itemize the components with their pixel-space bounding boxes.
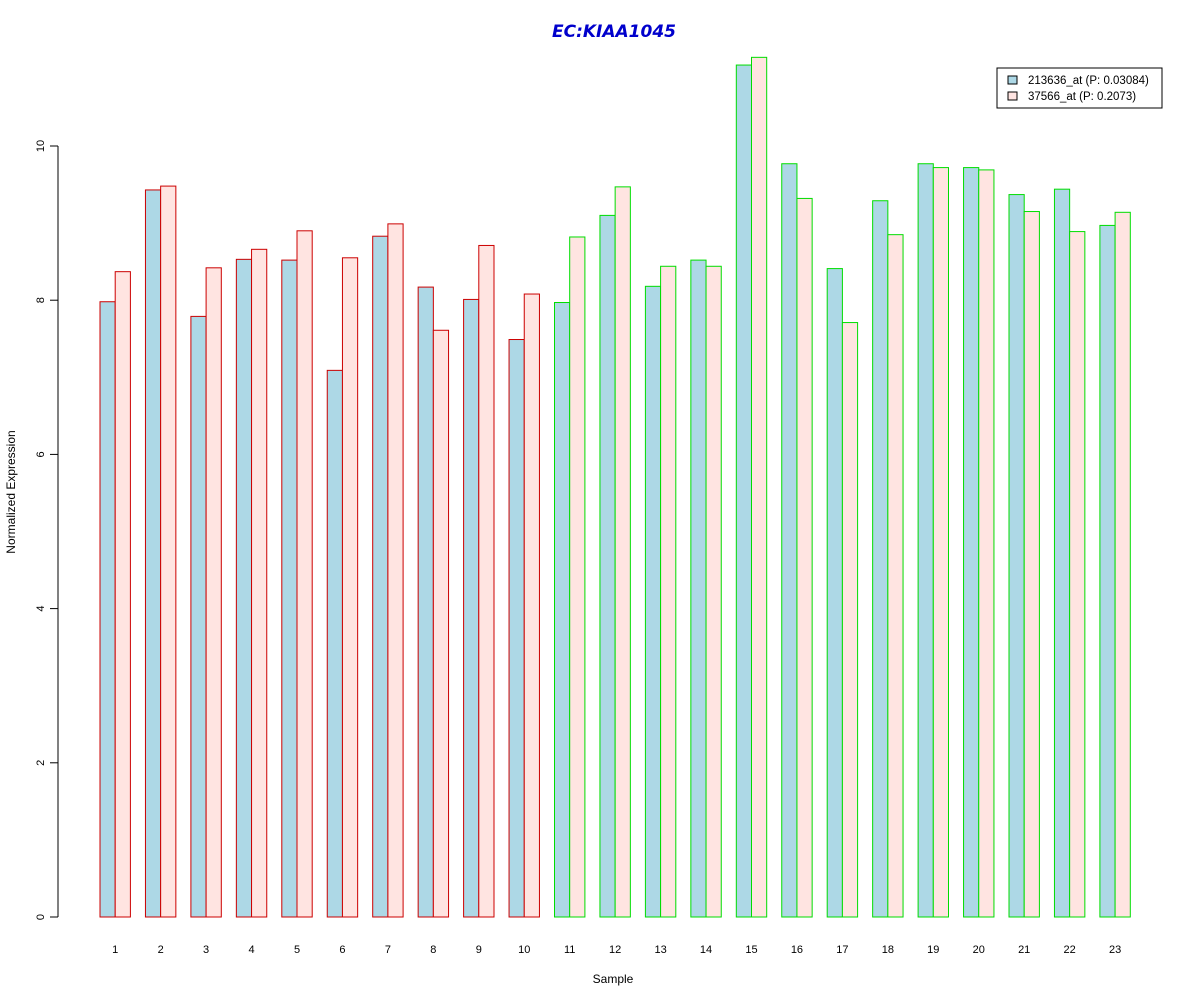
x-tick-label: 21: [1018, 944, 1030, 956]
bar: [1023, 211, 1040, 918]
bar: [144, 189, 162, 918]
y-tick-label: 4: [35, 606, 47, 612]
bar: [432, 329, 450, 918]
x-tick-label: 4: [248, 944, 254, 956]
x-tick-label: 3: [203, 944, 209, 956]
x-tick-label: 11: [564, 944, 575, 956]
y-tick-label: 2: [35, 760, 47, 766]
bar: [599, 214, 616, 918]
x-tick-label: 22: [1064, 944, 1076, 956]
bar: [614, 186, 631, 918]
bar: [478, 244, 495, 918]
bar: [1008, 194, 1025, 918]
bar: [1099, 224, 1116, 918]
legend-entry: 37566_at (P: 0.2073): [1028, 91, 1136, 103]
bar: [463, 298, 480, 918]
x-tick-label: 2: [158, 944, 164, 956]
x-tick-label: 8: [430, 944, 436, 956]
y-axis: 0 2 4 6 8 10: [35, 140, 59, 920]
bar: [796, 197, 813, 918]
bar: [508, 339, 525, 918]
y-tick-label: 10: [35, 140, 47, 152]
x-tick-label: 12: [609, 944, 621, 956]
bar: [99, 301, 116, 918]
x-tick-labels: 1 2 3 4 5 6 7 8 9 10 11 12 13 14 15 16 17 18 19 20 21 22 23: [112, 944, 1121, 956]
x-tick-label: 13: [654, 944, 666, 956]
bar: [1114, 211, 1131, 918]
bar: [917, 163, 934, 918]
x-tick-label: 19: [927, 944, 939, 956]
bar: [387, 223, 404, 918]
y-tick-label: 6: [35, 451, 47, 457]
bar: [872, 200, 889, 918]
bar: [1069, 231, 1086, 918]
bar: [781, 163, 798, 918]
x-tick-label: 23: [1109, 944, 1121, 956]
bar: [554, 302, 571, 918]
x-tick-label: 9: [476, 944, 482, 956]
legend-swatch: [1007, 91, 1018, 101]
legend-swatch: [1007, 75, 1018, 85]
bar: [644, 285, 662, 918]
bar: [841, 322, 859, 918]
bar: [735, 64, 752, 918]
bar: [281, 259, 298, 918]
bar: [932, 167, 949, 918]
bar: [660, 265, 677, 918]
bar: [523, 293, 540, 918]
bar: [190, 315, 207, 918]
bar: [569, 236, 586, 918]
bar: [826, 268, 843, 918]
y-tick-label: 0: [35, 914, 47, 920]
x-tick-label: 17: [836, 944, 848, 956]
bar: [963, 167, 980, 918]
legend-box: [996, 67, 1163, 109]
x-tick-label: 18: [882, 944, 894, 956]
bar: [160, 185, 177, 918]
bar: [690, 259, 707, 918]
bar: [296, 230, 313, 918]
bar: [114, 271, 131, 918]
bar: [751, 56, 768, 918]
x-tick-label: 6: [339, 944, 345, 956]
y-axis-label: Normalized Expression: [4, 430, 18, 553]
bar: [1053, 188, 1071, 918]
bar: [978, 169, 995, 918]
bars: [99, 56, 1131, 918]
legend-entry: 213636_at (P: 0.03084): [1028, 75, 1149, 87]
bar: [372, 235, 389, 918]
x-tick-label: 16: [791, 944, 803, 956]
x-tick-label: 10: [518, 944, 530, 956]
y-tick-label: 8: [35, 297, 47, 303]
chart-title: EC:KIAA1045: [552, 22, 676, 42]
bar: [251, 248, 268, 918]
x-tick-label: 7: [385, 944, 391, 956]
bar: [341, 257, 359, 918]
x-axis-label: Sample: [593, 972, 634, 986]
bar: [417, 286, 434, 918]
legend: 213636_at (P: 0.03084) 37566_at (P: 0.207…: [996, 67, 1163, 109]
bar: [235, 258, 253, 918]
x-tick-label: 5: [294, 944, 300, 956]
bar: [205, 267, 222, 918]
bar: [326, 369, 343, 918]
x-tick-label: 15: [745, 944, 757, 956]
x-tick-label: 1: [112, 944, 118, 956]
bar: [887, 234, 904, 918]
x-tick-label: 14: [700, 944, 712, 956]
bar: [705, 265, 722, 918]
x-tick-label: 20: [973, 944, 985, 956]
